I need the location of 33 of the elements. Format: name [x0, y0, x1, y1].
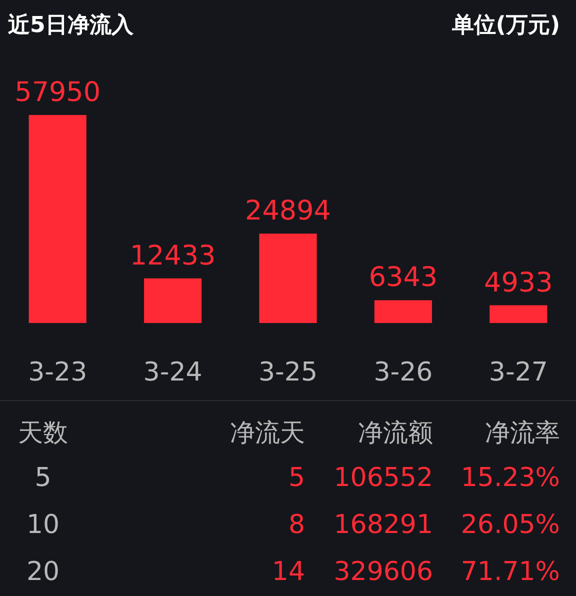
- text: 5: [288, 463, 305, 493]
- data-label: 6343: [368, 262, 438, 294]
- category-label: 天数: [18, 418, 68, 447]
- bar: [259, 234, 317, 323]
- bar: [28, 115, 86, 323]
- x-tick-label: 3-26: [374, 358, 433, 388]
- category-label: 净流天: [230, 418, 305, 447]
- x-tick-label: 3-23: [28, 358, 88, 388]
- text: 5: [34, 463, 52, 493]
- category-label: 净流额: [358, 418, 433, 447]
- x-tick-label: 3-24: [143, 358, 202, 388]
- data-label: 4933: [484, 267, 553, 298]
- bar: [144, 278, 202, 323]
- text: 26.05%: [460, 510, 560, 540]
- text: 单位(万元): [450, 13, 560, 38]
- x-tick-label: 3-27: [488, 358, 548, 388]
- bar: [490, 305, 548, 323]
- text: 14: [272, 557, 305, 587]
- text: 20: [26, 557, 60, 587]
- text: 329606: [334, 557, 433, 587]
- bar: [374, 300, 432, 323]
- category-label: 净流率: [485, 418, 560, 447]
- x-tick-label: 3-25: [258, 358, 318, 388]
- text: 8: [288, 510, 305, 540]
- text: 15.23%: [460, 463, 560, 493]
- data-label: 24894: [245, 196, 331, 227]
- chart-title: 近5日净流入: [7, 12, 134, 38]
- data-label: 12433: [130, 240, 216, 272]
- text: 106552: [334, 463, 433, 493]
- text: 10: [26, 510, 60, 540]
- data-label: 57950: [14, 77, 101, 108]
- text: 71.71%: [460, 557, 560, 587]
- text: 168291: [334, 510, 433, 540]
